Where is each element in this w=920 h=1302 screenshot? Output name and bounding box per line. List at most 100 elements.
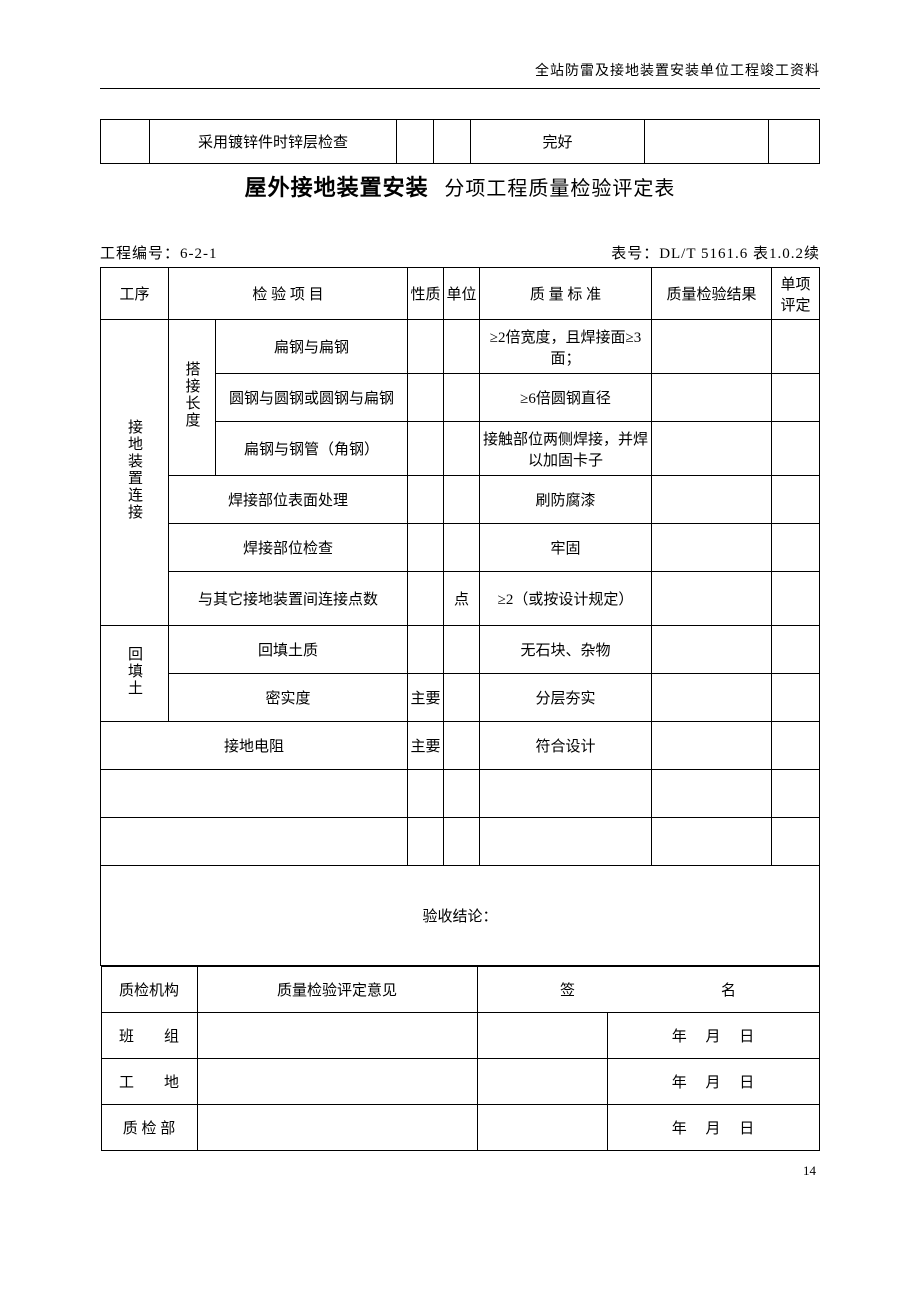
g1r5-result: [652, 524, 772, 572]
g1r5-eval: [772, 524, 820, 572]
g2r2-item: 密实度: [169, 674, 408, 722]
g1r6-item: 与其它接地装置间连接点数: [169, 572, 408, 626]
hdr-item: 检 验 项 目: [169, 268, 408, 320]
hdr-std: 质 量 标 准: [480, 268, 652, 320]
g2r1-prop: [408, 626, 444, 674]
g1r2-item: 圆钢与圆钢或圆钢与扁钢: [216, 374, 408, 422]
empty2-prop: [408, 818, 444, 866]
g1r1-unit: [444, 320, 480, 374]
g1r2-eval: [772, 374, 820, 422]
st-c6: [645, 120, 768, 164]
sign-h2: 质量检验评定意见: [197, 967, 477, 1013]
g1r1-result: [652, 320, 772, 374]
sign-r3-name: [477, 1105, 607, 1151]
g1r2-std: ≥6倍圆钢直径: [480, 374, 652, 422]
g1r5-unit: [444, 524, 480, 572]
empty2-std: [480, 818, 652, 866]
empty1-unit: [444, 770, 480, 818]
hdr-result: 质量检验结果: [652, 268, 772, 320]
sign-r2-label: 工 地: [101, 1059, 197, 1105]
empty2-result: [652, 818, 772, 866]
g1r4-item: 焊接部位表面处理: [169, 476, 408, 524]
g2r2-std: 分层夯实: [480, 674, 652, 722]
g1r3-eval: [772, 422, 820, 476]
g1r5-std: 牢固: [480, 524, 652, 572]
sign-r2-date: 年 月 日: [607, 1059, 819, 1105]
g1r6-unit: 点: [444, 572, 480, 626]
resist-item: 接地电阻: [101, 722, 408, 770]
g1r6-result: [652, 572, 772, 626]
sign-r3-label: 质 检 部: [101, 1105, 197, 1151]
g2r1-item: 回填土质: [169, 626, 408, 674]
resist-eval: [772, 722, 820, 770]
empty1-eval: [772, 770, 820, 818]
group1-sublabel: 搭接长度: [169, 320, 216, 476]
top-small-table: 采用镀锌件时锌层检查 完好: [100, 119, 820, 164]
main-table: 工序 检 验 项 目 性质 单位 质 量 标 准 质量检验结果 单项评定 接地装…: [100, 267, 820, 1151]
sign-r1-label: 班 组: [101, 1013, 197, 1059]
st-c7: [768, 120, 819, 164]
g1r3-unit: [444, 422, 480, 476]
sign-r2-name: [477, 1059, 607, 1105]
sign-h1: 质检机构: [101, 967, 197, 1013]
page-header: 全站防雷及接地装置安装单位工程竣工资料: [100, 60, 820, 89]
empty1-item: [101, 770, 408, 818]
g1r6-eval: [772, 572, 820, 626]
page-number: 14: [100, 1163, 820, 1179]
empty2-item: [101, 818, 408, 866]
g1r6-std: ≥2（或按设计规定）: [480, 572, 652, 626]
g1r1-prop: [408, 320, 444, 374]
empty1-result: [652, 770, 772, 818]
g2r2-eval: [772, 674, 820, 722]
g1r2-result: [652, 374, 772, 422]
empty1-prop: [408, 770, 444, 818]
form-number: 表号：DL/T 5161.6 表1.0.2续: [611, 242, 820, 263]
g1r5-prop: [408, 524, 444, 572]
hdr-unit: 单位: [444, 268, 480, 320]
g1r3-prop: [408, 422, 444, 476]
g2r2-prop: 主要: [408, 674, 444, 722]
g2r1-eval: [772, 626, 820, 674]
g1r4-result: [652, 476, 772, 524]
sign-h34: 签 名: [477, 967, 819, 1013]
st-c2: 采用镀锌件时锌层检查: [150, 120, 397, 164]
sign-r1-date: 年 月 日: [607, 1013, 819, 1059]
hdr-process: 工序: [101, 268, 169, 320]
sign-r1-name: [477, 1013, 607, 1059]
sign-table: 质检机构 质量检验评定意见 签 名 班 组 年 月 日 工 地: [101, 966, 820, 1151]
g2r2-unit: [444, 674, 480, 722]
resist-prop: 主要: [408, 722, 444, 770]
conclusion-cell: 验收结论：: [101, 866, 820, 966]
g1r3-item: 扁钢与钢管（角钢）: [216, 422, 408, 476]
empty2-unit: [444, 818, 480, 866]
hdr-prop: 性质: [408, 268, 444, 320]
g1r2-unit: [444, 374, 480, 422]
title-bold: 屋外接地装置安装: [245, 175, 429, 200]
sign-wrapper: 质检机构 质量检验评定意见 签 名 班 组 年 月 日 工 地: [101, 966, 820, 1152]
group1-label: 接地装置连接: [101, 320, 169, 626]
resist-std: 符合设计: [480, 722, 652, 770]
group2-label: 回填土: [101, 626, 169, 722]
g1r3-std: 接触部位两侧焊接，并焊以加固卡子: [480, 422, 652, 476]
st-c5: 完好: [470, 120, 645, 164]
g1r4-std: 刷防腐漆: [480, 476, 652, 524]
g2r1-std: 无石块、杂物: [480, 626, 652, 674]
g1r2-prop: [408, 374, 444, 422]
g2r2-result: [652, 674, 772, 722]
resist-unit: [444, 722, 480, 770]
project-number: 工程编号：6-2-1: [100, 242, 218, 263]
sign-r1-op: [197, 1013, 477, 1059]
g2r1-unit: [444, 626, 480, 674]
g1r5-item: 焊接部位检查: [169, 524, 408, 572]
g1r1-item: 扁钢与扁钢: [216, 320, 408, 374]
info-row: 工程编号：6-2-1 表号：DL/T 5161.6 表1.0.2续: [100, 242, 820, 263]
g1r4-eval: [772, 476, 820, 524]
st-c4: [433, 120, 470, 164]
g1r1-eval: [772, 320, 820, 374]
hdr-eval: 单项评定: [772, 268, 820, 320]
g1r3-result: [652, 422, 772, 476]
title-row: 屋外接地装置安装 分项工程质量检验评定表: [100, 170, 820, 202]
g1r6-prop: [408, 572, 444, 626]
sign-r2-op: [197, 1059, 477, 1105]
resist-result: [652, 722, 772, 770]
